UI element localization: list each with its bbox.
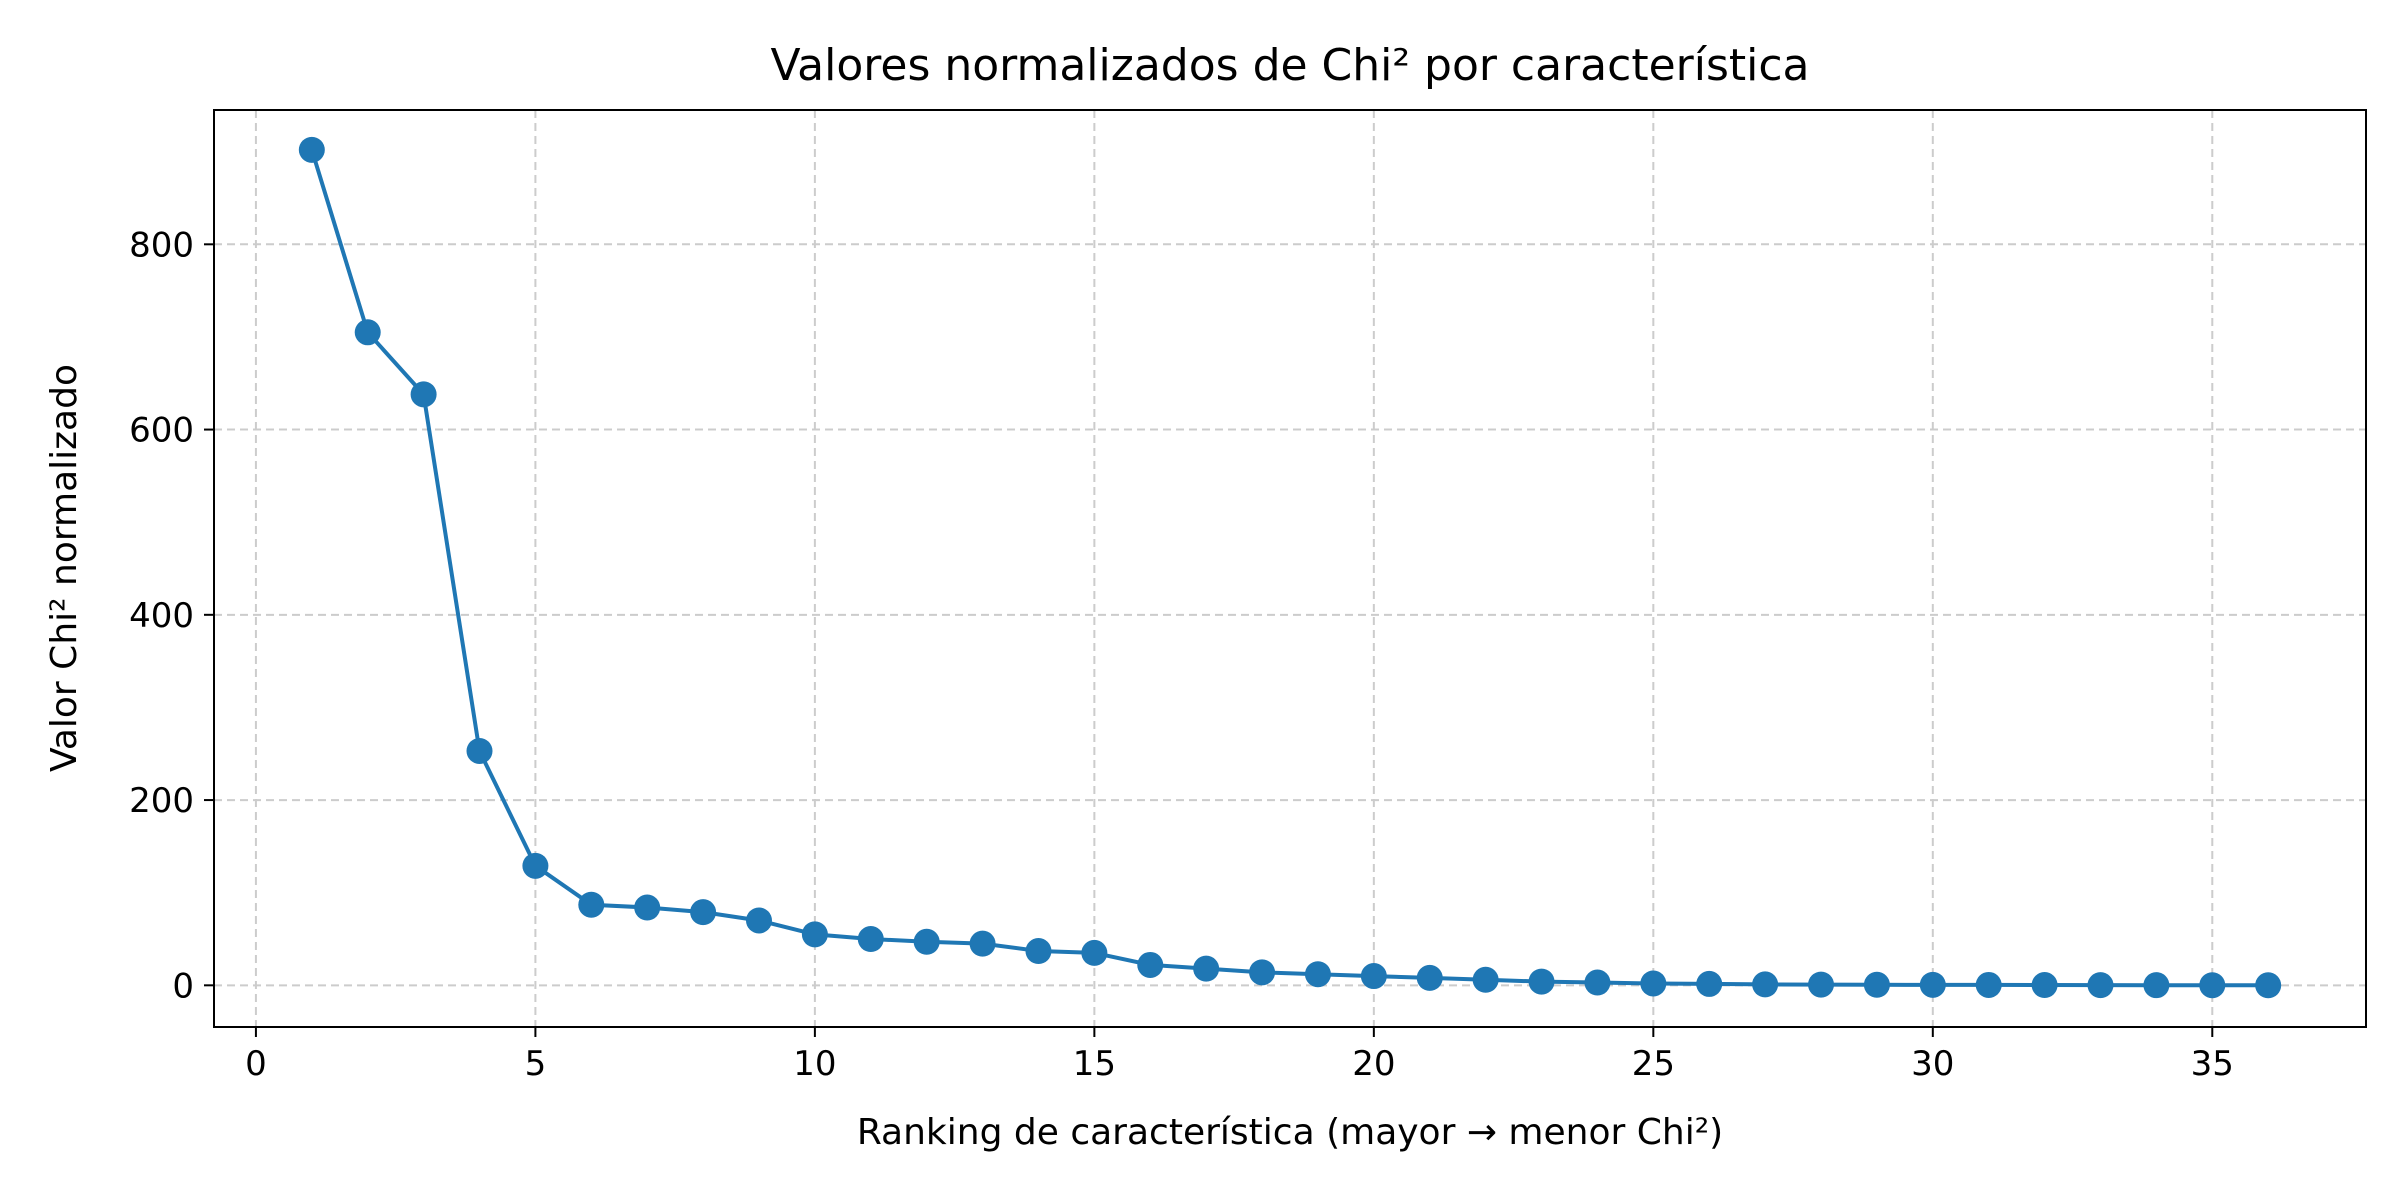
data-point [1808, 971, 1835, 998]
series-layer [298, 136, 2282, 999]
grid-layer [214, 110, 2366, 1027]
data-point [1081, 939, 1108, 966]
data-point [354, 319, 381, 346]
data-point [745, 907, 772, 934]
data-point [1752, 971, 1779, 998]
data-point [969, 930, 996, 957]
data-point [1584, 969, 1611, 996]
x-tick-label: 15 [1073, 1044, 1116, 1084]
data-point [1360, 963, 1387, 990]
data-point [298, 136, 325, 163]
tick-layer: 0 5 10 15 20 25 30 35 0 200 400 600 800 [129, 225, 2234, 1084]
x-tick-label: 20 [1352, 1044, 1395, 1084]
data-point [578, 891, 605, 918]
y-axis-label: Valor Chi² normalizado [44, 364, 85, 772]
data-point [1137, 951, 1164, 978]
data-point [522, 852, 549, 879]
x-axis-label: Ranking de característica (mayor → menor… [857, 1112, 1723, 1153]
data-point [410, 381, 437, 408]
data-point [690, 899, 717, 926]
data-point [1193, 955, 1220, 982]
y-tick-label: 800 [129, 225, 194, 265]
data-point [2143, 972, 2170, 999]
data-point [1416, 964, 1443, 991]
y-tick-label: 600 [129, 411, 194, 451]
data-point [1025, 938, 1052, 965]
data-point [1304, 961, 1331, 988]
data-point [1640, 970, 1667, 997]
data-point [801, 921, 828, 948]
data-point [857, 926, 884, 953]
data-point [1472, 966, 1499, 993]
data-point [913, 928, 940, 955]
data-point [466, 737, 493, 764]
x-tick-label: 0 [245, 1044, 267, 1084]
y-tick-label: 400 [129, 596, 194, 636]
x-tick-label: 25 [1632, 1044, 1675, 1084]
data-point [1863, 971, 1890, 998]
data-point [1919, 971, 1946, 998]
data-point [2199, 972, 2226, 999]
data-point [2255, 972, 2282, 999]
y-tick-label: 0 [172, 966, 194, 1006]
x-tick-label: 5 [525, 1044, 547, 1084]
chart-title: Valores normalizados de Chi² por caracte… [770, 40, 1809, 91]
plot-frame [213, 109, 2367, 1028]
data-point [634, 894, 661, 921]
data-point [1528, 968, 1555, 995]
y-tick-label: 200 [129, 781, 194, 821]
x-tick-label: 35 [2191, 1044, 2234, 1084]
x-tick-label: 30 [1911, 1044, 1954, 1084]
data-point [1696, 970, 1723, 997]
x-tick-label: 10 [793, 1044, 836, 1084]
data-point [1249, 959, 1276, 986]
data-point [2031, 972, 2058, 999]
data-point [1975, 971, 2002, 998]
data-point [2087, 972, 2114, 999]
